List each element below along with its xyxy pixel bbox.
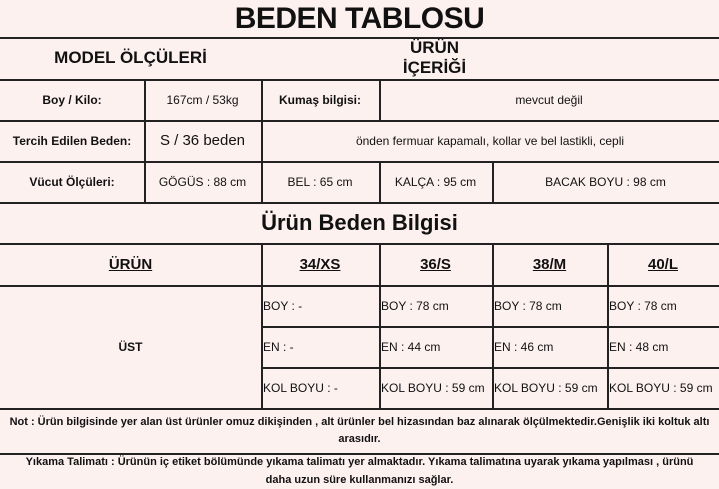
measure-boy-cell: BOY : 78 cm [381, 298, 449, 313]
header-38m: 38/M [532, 255, 567, 273]
model-header: MODEL ÖLÇÜLERİ [54, 48, 207, 67]
leg-length-value: BACAK BOYU : 98 cm [545, 174, 666, 189]
product-header: ÜRÜN İÇERİĞİ [402, 38, 467, 77]
measure-boy-cell: BOY : 78 cm [609, 298, 677, 313]
measure-kol-boyu-cell: KOL BOYU : 59 cm [609, 380, 713, 395]
measure-kol-boyu-cell: KOL BOYU : - [263, 380, 338, 395]
washing-instructions: Yıkama Talimatı : Ürünün iç etiket bölüm… [25, 456, 694, 486]
fabric-label: Kumaş bilgisi: [278, 92, 361, 107]
measure-en-cell: EN : - [263, 339, 294, 354]
header-36s: 36/S [420, 255, 451, 273]
header-40l: 40/L [647, 255, 678, 273]
measure-en-cell: EN : 44 cm [381, 339, 441, 354]
measure-en-cell: EN : 48 cm [609, 339, 669, 354]
preferred-size-label: Tercih Edilen Beden: [12, 133, 132, 148]
size-info-title: Ürün Beden Bilgisi [261, 209, 458, 235]
measure-kol-boyu-cell: KOL BOYU : 59 cm [494, 380, 598, 395]
hip-value: KALÇA : 95 cm [394, 174, 477, 189]
boy-kilo-label: Boy / Kilo: [42, 92, 102, 107]
measure-en-cell: EN : 46 cm [494, 339, 554, 354]
product-ust: ÜST [118, 339, 143, 354]
product-description: önden fermuar kapamalı, kollar ve bel la… [355, 133, 625, 148]
preferred-size-value: S / 36 beden [159, 132, 246, 149]
body-measurements-label: Vücut Ölçüleri: [29, 174, 115, 189]
page-title: BEDEN TABLOSU [234, 1, 485, 35]
measure-boy-cell: BOY : - [263, 298, 303, 313]
header-product: ÜRÜN [108, 255, 153, 273]
header-34xs: 34/XS [299, 255, 341, 273]
waist-value: BEL : 65 cm [287, 174, 353, 189]
fabric-value: mevcut değil [515, 92, 583, 107]
chest-value: GÖGÜS : 88 cm [158, 174, 247, 189]
measure-kol-boyu-cell: KOL BOYU : 59 cm [381, 380, 485, 395]
boy-kilo-value: 167cm / 53kg [166, 92, 239, 107]
measure-boy-cell: BOY : 78 cm [494, 298, 562, 313]
note-text: Not : Ürün bilgisinde yer alan üst ürünl… [9, 415, 710, 445]
